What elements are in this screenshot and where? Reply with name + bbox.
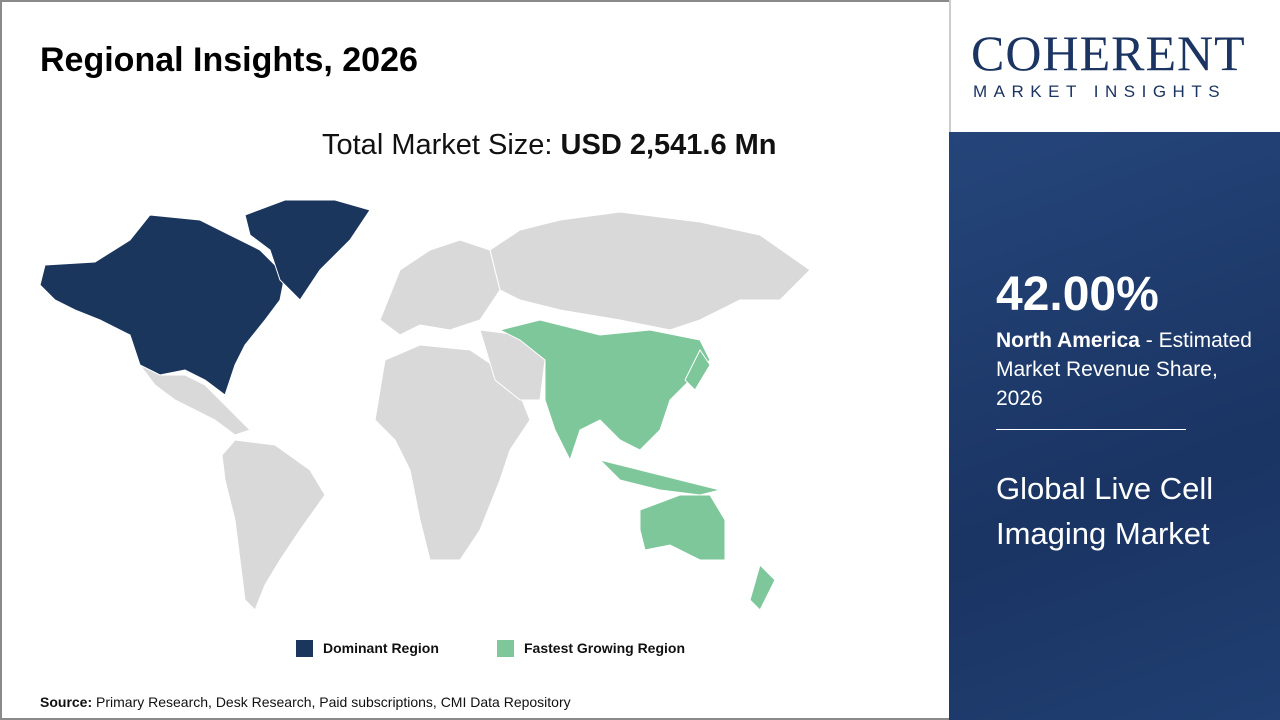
region-australia: [639, 494, 726, 561]
region-north-america: [39, 214, 286, 396]
region-greenland: [244, 199, 371, 301]
page-title: Regional Insights, 2026: [40, 41, 418, 79]
region-asia: [498, 319, 711, 462]
market-name: Global Live Cell Imaging Market: [996, 471, 1214, 551]
logo-line1: COHERENT: [971, 25, 1246, 81]
legend-label: Dominant Region: [323, 640, 439, 656]
world-map: [39, 199, 811, 611]
legend-dominant: Dominant Region: [296, 640, 439, 657]
region-europe: [379, 239, 501, 336]
total-market-size: Total Market Size: USD 2,541.6 Mn: [322, 128, 777, 162]
region-japan: [684, 349, 711, 391]
info-panel: COHERENT MARKET INSIGHTS 42.00% North Am…: [949, 0, 1280, 720]
legend-swatch-fastest: [497, 640, 514, 657]
market-size-label: Total Market Size:: [322, 129, 561, 161]
source-note: Source: Primary Research, Desk Research,…: [40, 694, 571, 711]
stats-panel: 42.00% North America - Estimated Market …: [949, 132, 1280, 720]
source-label: Source:: [40, 694, 93, 710]
region-russia: [489, 211, 811, 331]
region-new-zealand: [749, 564, 776, 611]
region-indonesia: [598, 459, 721, 496]
share-desc-text: - Estimated Market Revenue Share, 2026: [996, 329, 1252, 410]
region-latin-america-central: [139, 364, 251, 436]
source-text: Primary Research, Desk Research, Paid su…: [92, 694, 571, 710]
logo: COHERENT MARKET INSIGHTS: [949, 0, 1280, 132]
market-size-value: USD 2,541.6 Mn: [560, 129, 777, 161]
logo-line2: MARKET INSIGHTS: [973, 82, 1227, 101]
legend-fastest: Fastest Growing Region: [497, 640, 685, 657]
share-value: 42.00%: [996, 268, 1159, 321]
share-region: North America: [996, 329, 1140, 352]
region-south-america: [221, 439, 326, 611]
share-description: North America - Estimated Market Revenue…: [996, 326, 1266, 413]
legend-swatch-dominant: [296, 640, 313, 657]
divider: [996, 429, 1186, 430]
legend-label: Fastest Growing Region: [524, 640, 686, 656]
